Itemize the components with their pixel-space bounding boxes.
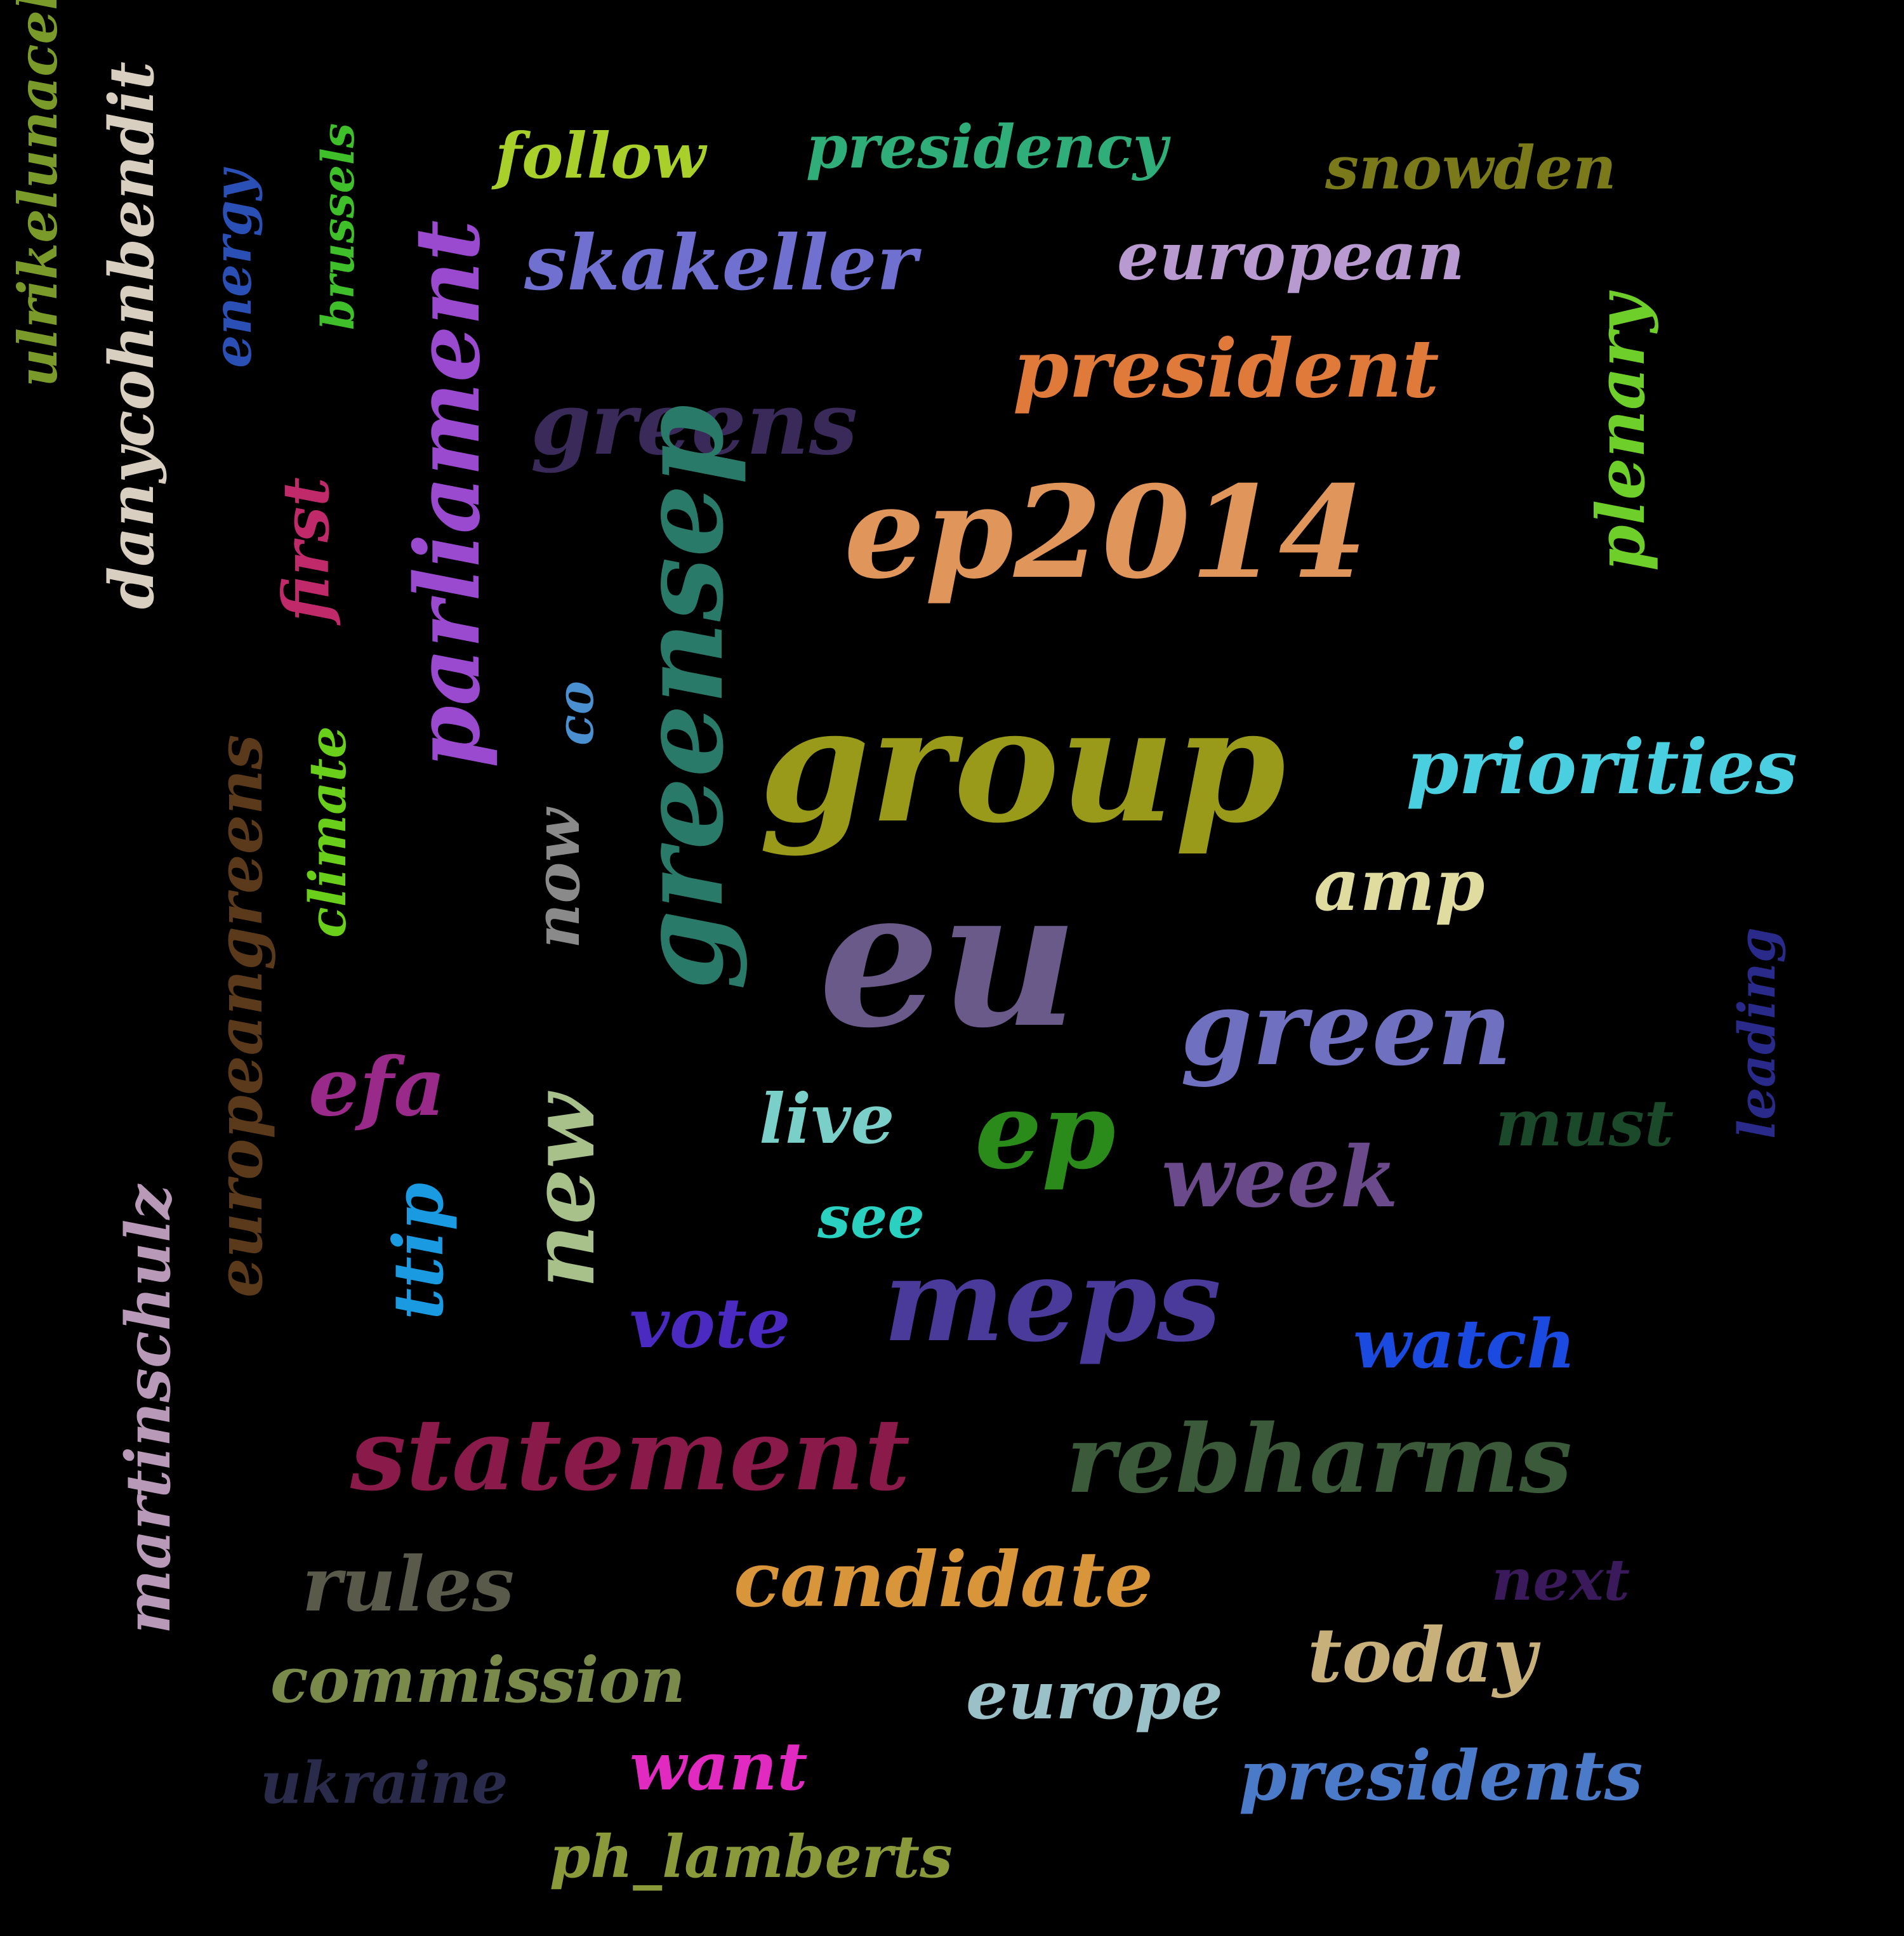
word-green: green: [1180, 968, 1512, 1089]
word-co: co: [545, 680, 605, 746]
word-ph_lamberts: ph_lamberts: [550, 1822, 953, 1891]
word-european: european: [1117, 217, 1465, 295]
word-efa: efa: [308, 1040, 446, 1134]
word-president: president: [1013, 322, 1439, 416]
word-europeangreens: europeangreens: [204, 734, 277, 1298]
word-rebharms: rebharms: [1066, 1404, 1573, 1514]
word-want: want: [630, 1727, 808, 1805]
word-martinschulz: martinschulz: [112, 1184, 184, 1634]
word-ukraine: ukraine: [260, 1749, 508, 1817]
word-must: must: [1495, 1086, 1674, 1161]
word-eu: eu: [819, 846, 1078, 1070]
word-ttip: ttip: [379, 1182, 459, 1320]
word-leading: leading: [1727, 927, 1787, 1139]
word-plenary: plenary: [1582, 294, 1660, 571]
word-europe: europe: [966, 1656, 1223, 1734]
word-amp: amp: [1314, 844, 1485, 927]
word-priorities: priorities: [1406, 723, 1798, 811]
word-next: next: [1491, 1546, 1630, 1614]
word-vote: vote: [630, 1284, 791, 1364]
word-greensep: greensep: [615, 404, 749, 990]
word-ep2014: ep2014: [844, 458, 1367, 607]
word-watch: watch: [1353, 1304, 1576, 1383]
word-danycohnbendit: danycohnbendit: [96, 62, 168, 609]
word-parliament: parliament: [396, 220, 500, 768]
word-presidency: presidency: [806, 112, 1168, 182]
word-live: live: [759, 1079, 895, 1159]
word-follow: follow: [495, 120, 706, 193]
word-greens: greens: [531, 373, 858, 475]
word-ep: ep: [975, 1069, 1116, 1193]
word-brussels: brussels: [312, 122, 364, 330]
word-today: today: [1307, 1611, 1537, 1699]
word-new: new: [511, 1093, 614, 1288]
word-meps: meps: [883, 1234, 1222, 1367]
word-statement: statement: [350, 1397, 911, 1513]
word-presidents: presidents: [1239, 1736, 1643, 1816]
word-rules: rules: [302, 1540, 515, 1628]
word-energy: energy: [202, 169, 263, 368]
word-snowden: snowden: [1325, 133, 1616, 203]
word-candidate: candidate: [734, 1535, 1153, 1624]
word-first: first: [268, 477, 343, 622]
word-commission: commission: [270, 1644, 685, 1717]
word-now: now: [521, 808, 594, 949]
word-climate: climate: [298, 726, 357, 938]
word-group: group: [759, 671, 1286, 858]
word-see: see: [817, 1183, 925, 1251]
word-week: week: [1161, 1128, 1399, 1227]
word-ulrikelunacek: ulrikelunacek: [6, 0, 69, 387]
word-skakeller: skakeller: [524, 218, 917, 308]
